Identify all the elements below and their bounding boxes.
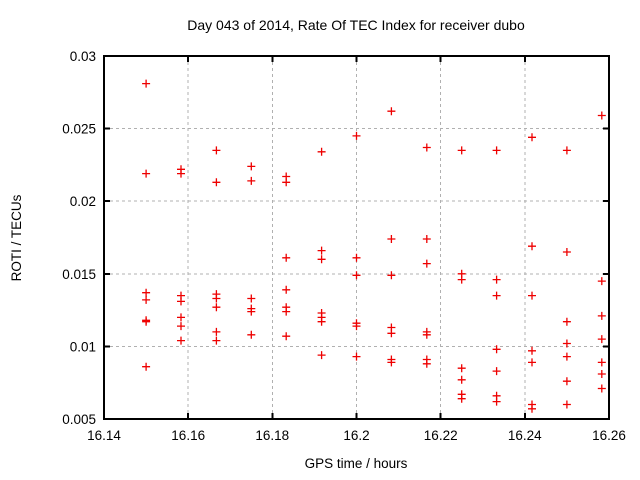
data-point-marker <box>597 358 606 367</box>
data-point-marker <box>142 288 151 297</box>
data-point-marker <box>282 253 291 262</box>
data-point-marker <box>528 242 536 251</box>
data-point-marker <box>282 178 291 187</box>
data-point-marker <box>177 336 185 345</box>
data-point-marker <box>597 277 606 286</box>
data-point-marker <box>317 255 326 264</box>
y-axis-label: ROTI / TECUs <box>9 194 24 281</box>
data-point-marker <box>212 336 221 345</box>
data-point-marker <box>422 330 431 339</box>
data-point-marker <box>247 162 256 171</box>
data-point-marker <box>177 322 185 331</box>
data-point-marker <box>597 111 606 120</box>
data-point-marker <box>528 133 536 142</box>
chart-title: Day 043 of 2014, Rate Of TEC Index for r… <box>187 17 525 33</box>
y-tick-label: 0.015 <box>62 267 96 282</box>
data-point-marker <box>457 394 466 403</box>
data-point-marker <box>528 291 536 300</box>
data-point-marker <box>352 131 361 140</box>
data-point-marker <box>352 253 361 262</box>
data-point-marker <box>422 359 431 368</box>
y-tick-label: 0.03 <box>70 49 96 64</box>
data-point-marker <box>387 329 396 338</box>
data-point-marker <box>492 367 501 376</box>
data-point-marker <box>282 285 291 294</box>
data-point-marker <box>597 335 606 344</box>
data-point-marker <box>387 107 396 116</box>
data-point-marker <box>212 178 221 187</box>
data-point-marker <box>492 146 501 155</box>
data-point-marker <box>142 317 151 326</box>
data-point-marker <box>597 311 606 320</box>
data-point-marker <box>352 322 361 331</box>
data-point-marker <box>317 147 326 156</box>
data-point-marker <box>562 146 571 155</box>
data-point-marker <box>247 307 256 316</box>
data-point-marker <box>247 330 256 339</box>
plot-area: 16.14 16.16 16.18 16.2 16.22 16.24 16.26 0.005 0… <box>62 49 626 443</box>
data-point-marker <box>247 294 256 303</box>
x-axis-label: GPS time / hours <box>305 456 408 471</box>
data-point-marker <box>317 246 326 255</box>
data-point-marker <box>422 143 431 152</box>
data-point-marker <box>212 146 221 155</box>
data-point-marker <box>492 275 501 284</box>
data-point-marker <box>562 377 571 386</box>
data-point-marker <box>352 352 361 361</box>
data-point-marker <box>177 169 185 178</box>
data-point-marker <box>562 339 571 348</box>
data-point-marker <box>457 364 466 373</box>
data-point-marker <box>212 327 221 336</box>
data-point-marker <box>562 352 571 361</box>
data-point-marker <box>142 79 151 88</box>
y-tick-label: 0.025 <box>62 122 96 137</box>
x-tick-label: 16.14 <box>87 428 121 443</box>
data-point-marker <box>562 317 571 326</box>
x-tick-label: 16.26 <box>592 428 626 443</box>
data-point-marker <box>528 358 536 367</box>
data-point-marker <box>212 303 221 312</box>
data-point-marker <box>492 345 501 354</box>
x-tick-label: 16.24 <box>508 428 542 443</box>
data-point-marker <box>282 332 291 341</box>
data-point-marker <box>492 397 501 406</box>
data-point-marker <box>597 370 606 378</box>
data-point-marker <box>317 351 326 360</box>
data-point-marker <box>282 307 291 316</box>
data-point-marker <box>492 291 501 300</box>
data-point-marker <box>562 248 571 256</box>
data-point-marker <box>177 313 185 322</box>
data-point-marker <box>422 235 431 243</box>
data-point-marker <box>177 297 185 306</box>
y-tick-label: 0.005 <box>62 412 96 427</box>
data-point-marker <box>247 176 256 185</box>
data-point-marker <box>142 169 151 178</box>
data-point-marker <box>597 384 606 393</box>
data-point-marker <box>528 346 536 355</box>
data-point-marker <box>562 400 571 409</box>
data-point-marker <box>457 275 466 284</box>
data-point-marker <box>387 235 396 243</box>
data-point-marker <box>387 271 396 280</box>
data-point-marker <box>457 375 466 384</box>
data-point-marker <box>352 271 361 280</box>
y-tick-label: 0.02 <box>70 194 96 209</box>
x-tick-label: 16.2 <box>343 428 369 443</box>
data-point-marker <box>387 358 396 367</box>
data-point-marker <box>457 146 466 155</box>
data-point-marker <box>317 317 326 326</box>
data-point-marker <box>422 259 431 268</box>
data-point-marker <box>528 404 536 413</box>
y-tick-label: 0.01 <box>70 339 96 354</box>
data-point-marker <box>212 294 221 303</box>
x-tick-label: 16.16 <box>171 428 205 443</box>
data-point-marker <box>142 295 151 304</box>
x-tick-label: 16.22 <box>424 428 458 443</box>
x-tick-label: 16.18 <box>255 428 289 443</box>
data-point-marker <box>142 362 151 371</box>
